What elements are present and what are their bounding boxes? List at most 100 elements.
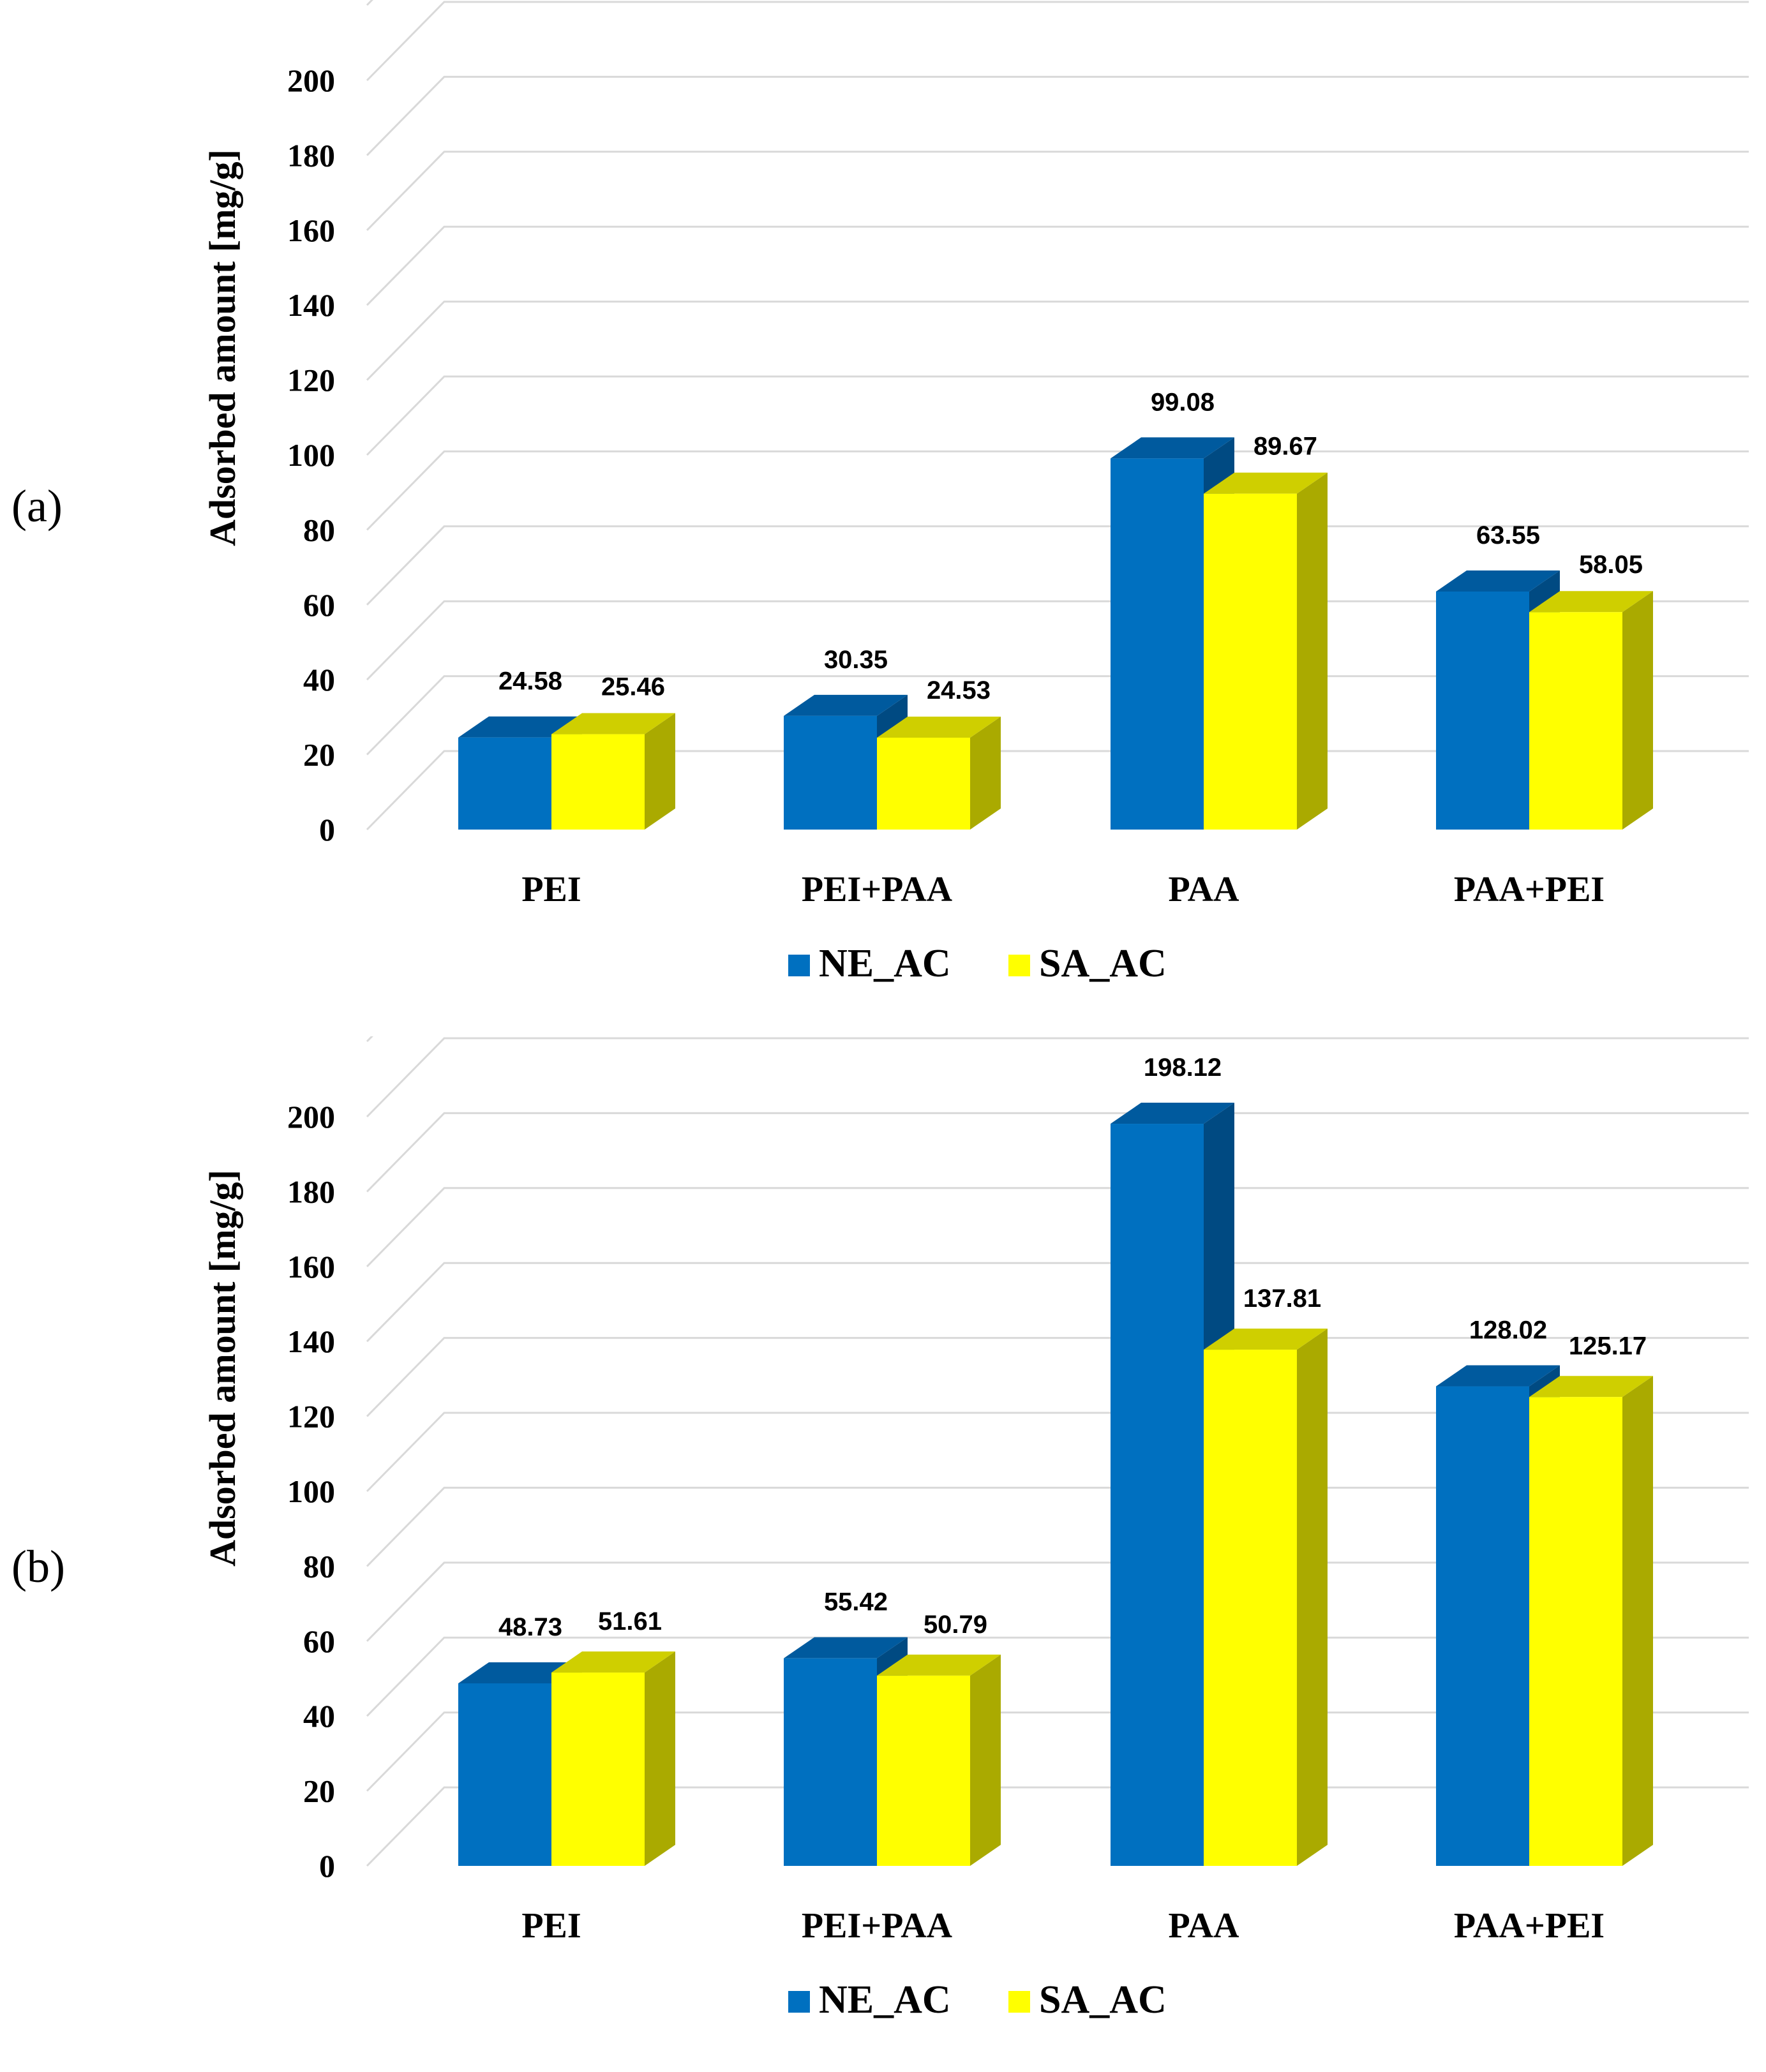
y-tick-label-0-0: 0	[319, 812, 335, 847]
y-tick-label-1-9: 180	[287, 1174, 335, 1209]
y-tick-label-1-6: 120	[287, 1399, 335, 1435]
bar-front-face	[1204, 493, 1297, 830]
data-label-1-SA_AC-3: 125.17	[1569, 1332, 1647, 1360]
y-tick-label-1-5: 100	[287, 1473, 335, 1509]
bar-front-face	[551, 1673, 645, 1866]
bar-top-face	[1111, 437, 1234, 459]
gridline-0-5	[366, 375, 1749, 456]
bar-top-face	[877, 717, 1001, 738]
y-tick-label-0-3: 60	[303, 587, 335, 623]
category-label-1-2: PAA	[1169, 1906, 1239, 1946]
bar-front-face	[1529, 1397, 1622, 1866]
bar-top-face	[551, 713, 675, 734]
bar-front-face	[784, 715, 877, 830]
gridline-0-6	[366, 301, 1749, 381]
bar-front-face	[1111, 458, 1204, 830]
bar-top-face	[784, 1637, 908, 1658]
category-label-1-3: PAA+PEI	[1454, 1906, 1605, 1946]
y-tick-label-1-10: 200	[287, 1099, 335, 1135]
y-tick-label-1-7: 140	[287, 1323, 335, 1359]
bar-0-SA_AC-1	[877, 717, 1001, 830]
data-label-0-SA_AC-3: 58.05	[1579, 551, 1643, 579]
bar-1-SA_AC-1	[877, 1654, 1001, 1866]
bar-0-SA_AC-0	[551, 713, 675, 830]
bar-front-face	[458, 737, 551, 830]
y-axis-label-1: Adsorbed amount [mg/g]	[202, 1170, 243, 1567]
legend-label-1-0: NE_AC	[819, 1978, 951, 2022]
data-label-0-SA_AC-1: 24.53	[927, 676, 991, 704]
category-label-0-3: PAA+PEI	[1454, 870, 1605, 909]
bar-front-face	[1529, 612, 1622, 830]
bar-side-face	[1297, 1329, 1328, 1866]
bar-side-face	[1297, 472, 1328, 830]
y-tick-label-1-0: 0	[319, 1848, 335, 1884]
y-tick-label-0-2: 40	[303, 662, 335, 697]
bar-front-face	[784, 1658, 877, 1866]
gridline-0-10	[366, 1, 1749, 82]
data-label-0-NE_AC-2: 99.08	[1151, 388, 1215, 416]
bar-0-SA_AC-2	[1204, 472, 1328, 830]
category-label-0-2: PAA	[1169, 870, 1239, 909]
bar-top-face	[877, 1654, 1001, 1676]
panel-label-b: (b)	[11, 1541, 65, 1592]
bar-side-face	[645, 1651, 675, 1866]
y-tick-label-1-3: 60	[303, 1623, 335, 1659]
bar-side-face	[1622, 1376, 1653, 1866]
bar-side-face	[970, 717, 1001, 830]
bar-1-SA_AC-0	[551, 1651, 675, 1866]
gridline-0-9	[366, 75, 1749, 156]
bar-front-face	[1111, 1124, 1204, 1866]
data-label-0-NE_AC-0: 24.58	[498, 667, 562, 696]
legend-swatch-1-1	[1008, 1991, 1030, 2013]
data-label-0-NE_AC-1: 30.35	[824, 646, 888, 674]
chart-b: 0 20 40 60 80 100 120 140 160 180 200 Adsorbed amou…	[202, 1036, 1749, 2022]
data-label-1-SA_AC-0: 51.61	[598, 1607, 662, 1636]
category-label-1-1: PEI+PAA	[802, 1906, 953, 1946]
legend-label-1-1: SA_AC	[1039, 1978, 1167, 2022]
bar-top-face	[1204, 1329, 1328, 1350]
bar-side-face	[645, 713, 675, 830]
chart-panel-b: (b) 0 20 40 60 80 100 120 140 160 180 200 Adsorbed …	[0, 1036, 1766, 2072]
bar-top-face	[1204, 472, 1328, 494]
data-label-1-SA_AC-1: 50.79	[924, 1611, 987, 1639]
y-tick-label-0-5: 100	[287, 437, 335, 473]
bar-top-face	[1529, 1376, 1653, 1397]
data-label-1-NE_AC-3: 128.02	[1469, 1316, 1547, 1345]
y-tick-label-0-9: 180	[287, 137, 335, 173]
bar-top-face	[784, 694, 908, 716]
bar-top-face	[1529, 591, 1653, 613]
bar-top-face	[1436, 570, 1560, 592]
data-label-1-NE_AC-2: 198.12	[1144, 1054, 1222, 1082]
legend-swatch-1-0	[788, 1991, 810, 2013]
y-tick-label-0-1: 20	[303, 737, 335, 773]
gridline-1-8	[366, 1187, 1749, 1267]
bar-1-NE_AC-2	[1111, 1103, 1234, 1866]
y-tick-label-0-4: 80	[303, 512, 335, 548]
bar-front-face	[1436, 1386, 1529, 1866]
y-tick-label-0-7: 140	[287, 287, 335, 323]
gridline-0-8	[366, 151, 1749, 231]
y-tick-label-1-2: 40	[303, 1698, 335, 1734]
y-tick-label-0-10: 200	[287, 63, 335, 98]
data-label-0-SA_AC-0: 25.46	[601, 673, 665, 701]
data-label-0-SA_AC-2: 89.67	[1253, 433, 1317, 461]
bar-front-face	[1436, 591, 1529, 830]
gridline-1-10	[366, 1037, 1749, 1118]
bar-side-face	[970, 1654, 1001, 1866]
y-tick-label-0-8: 160	[287, 212, 335, 248]
chart-panel-a: (a) 0 20 40 60 80 100 120 140 160 180 200 Adsorbed …	[11, 0, 1749, 985]
bar-top-face	[1111, 1103, 1234, 1124]
data-label-1-NE_AC-0: 48.73	[498, 1613, 562, 1641]
panel-label-a: (a)	[11, 481, 63, 532]
category-label-1-0: PEI	[521, 1906, 581, 1946]
bar-top-face	[1436, 1365, 1560, 1387]
data-label-1-NE_AC-1: 55.42	[824, 1588, 888, 1616]
y-axis-label-0: Adsorbed amount [mg/g]	[202, 149, 243, 546]
gridline-1-9	[366, 1112, 1749, 1193]
y-tick-label-0-6: 120	[287, 362, 335, 398]
chart-a: 0 20 40 60 80 100 120 140 160 180 200 Adsorbed amou…	[202, 0, 1749, 985]
gridline-0-4	[366, 450, 1749, 531]
data-label-0-NE_AC-3: 63.55	[1476, 521, 1540, 549]
bar-front-face	[551, 734, 645, 830]
bar-front-face	[458, 1683, 551, 1866]
